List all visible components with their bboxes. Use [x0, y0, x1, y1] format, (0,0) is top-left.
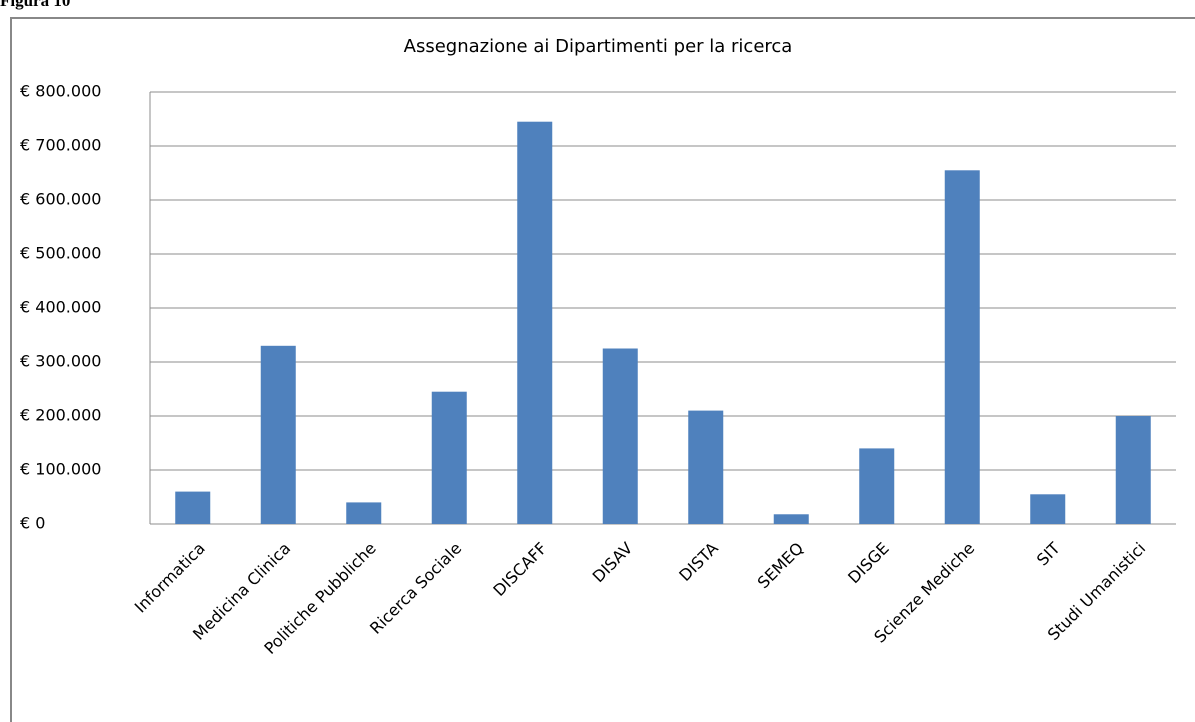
y-tick-label: € 800.000: [20, 82, 101, 101]
bar: [688, 410, 724, 524]
y-tick-label: € 400.000: [20, 298, 101, 317]
y-tick-label: € 200.000: [20, 406, 101, 425]
chart-title: Assegnazione ai Dipartimenti per la rice…: [404, 36, 793, 57]
bar: [260, 345, 296, 524]
y-tick-label: € 100.000: [20, 460, 101, 479]
figure-caption: Figura 10: [0, 0, 70, 10]
bar: [175, 491, 211, 524]
bar: [859, 448, 895, 524]
y-tick-label: € 700.000: [20, 136, 101, 155]
bar: [1115, 416, 1151, 524]
y-tick-label: € 600.000: [20, 190, 101, 209]
bar: [517, 121, 553, 524]
bar: [1030, 494, 1066, 524]
y-tick-label: € 500.000: [20, 244, 101, 263]
bar: [602, 348, 638, 524]
bar: [773, 514, 809, 524]
bar: [431, 391, 467, 524]
y-tick-label: € 300.000: [20, 352, 101, 371]
bar: [944, 170, 980, 525]
bar: [346, 502, 382, 524]
y-tick-label: € 0: [20, 514, 45, 533]
